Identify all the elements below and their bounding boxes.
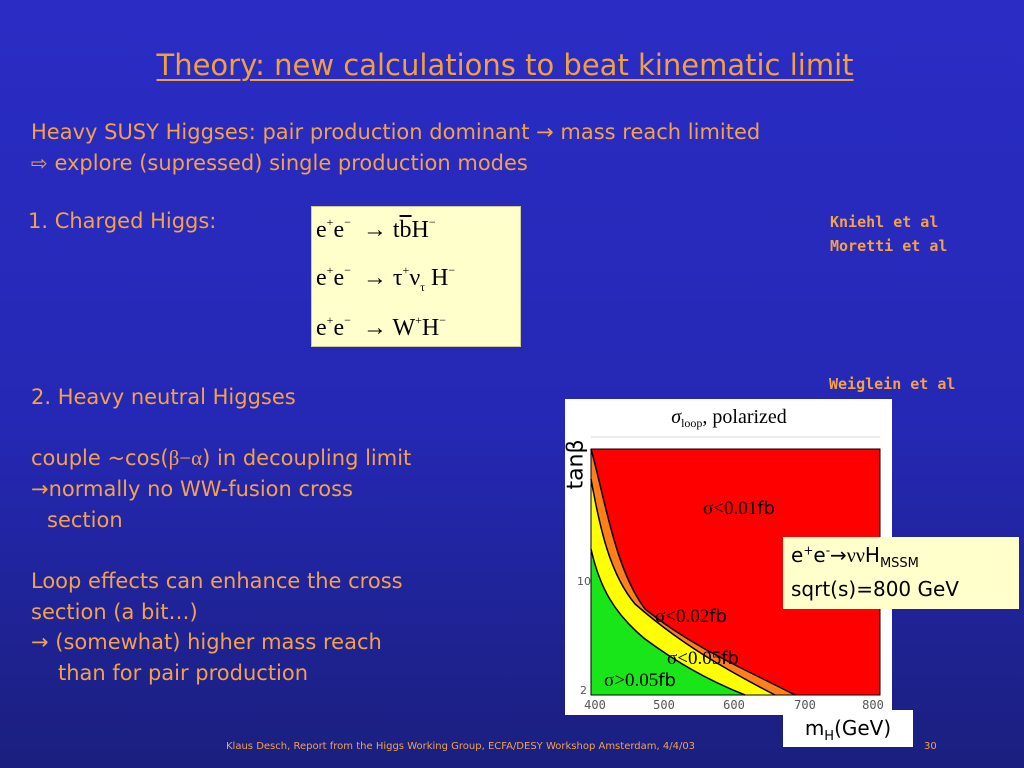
couple-line: couple ~cos(β−α) in decoupling limit	[31, 443, 411, 474]
contour-005	[590, 548, 746, 696]
region-label-002: σ<0.02fb	[655, 606, 727, 627]
loop-line-2: section (a bit…)	[31, 600, 198, 624]
region-green	[591, 549, 745, 695]
x-tick-600: 600	[723, 698, 745, 712]
page-number: 30	[924, 741, 937, 752]
slide-title: Theory: new calculations to beat kinemat…	[156, 48, 854, 82]
reference-kniehl: Kniehl et al	[830, 213, 939, 231]
couple-post: ) in decoupling limit	[202, 446, 412, 470]
formula-tau-nu-H: e+e− → τ+ντ H−	[316, 263, 456, 294]
loop-line-4: than for pair production	[58, 661, 309, 685]
x-tick-800: 800	[862, 698, 884, 712]
reference-weiglein: Weiglein et al	[829, 375, 956, 393]
x-tick-500: 500	[653, 698, 675, 712]
plot-title: σloop, polarized	[671, 406, 787, 430]
formula-WH: e+e− → W+H−	[316, 313, 446, 341]
region-label-gt005: σ>0.05fb	[604, 670, 676, 691]
y-tick-10: 10	[577, 575, 591, 588]
loop-line-3: → (somewhat) higher mass reach	[31, 630, 382, 654]
loop-line-1: Loop effects can enhance the cross	[31, 569, 403, 593]
charged-higgs-heading: 1. Charged Higgs:	[28, 209, 217, 233]
intro-line-2: ⇨ explore (supressed) single production …	[31, 148, 528, 179]
ww-fusion-line-1: →normally no WW-fusion cross	[31, 477, 353, 501]
contour-002	[590, 478, 776, 696]
y-axis-label: tanβ	[563, 439, 589, 490]
formula-tbH: e+e− → tbH−	[316, 215, 436, 243]
process-info-box: e+e-→ννHMSSM sqrt(s)=800 GeV	[783, 537, 1019, 609]
implies-arrow-icon: ⇨	[31, 151, 48, 175]
ww-fusion-line-2: section	[47, 508, 123, 532]
couple-pre: couple ~cos(	[31, 446, 169, 470]
intro-line-1: Heavy SUSY Higgses: pair production domi…	[31, 120, 761, 144]
intro-line-2-text: explore (supressed) single production mo…	[54, 151, 528, 175]
neutral-higgs-heading: 2. Heavy neutral Higgses	[31, 385, 296, 409]
contour-001	[590, 448, 796, 696]
reference-moretti: Moretti et al	[830, 237, 948, 255]
x-axis-label: mH(GeV)	[783, 710, 913, 747]
charged-higgs-formulas: e+e− → tbH− e+e− → τ+ντ H− e+e− → W+H−	[311, 206, 521, 347]
sqrt-s-label: sqrt(s)=800 GeV	[791, 577, 959, 601]
region-label-001: σ<0.01fb	[703, 498, 775, 519]
footer-citation: Klaus Desch, Report from the Higgs Worki…	[226, 741, 696, 752]
region-label-005: σ<0.05fb	[667, 648, 739, 669]
x-tick-700: 700	[794, 698, 816, 712]
y-tick-2: 2	[580, 684, 587, 697]
couple-greek: β−α	[168, 446, 203, 470]
x-tick-400: 400	[584, 698, 606, 712]
process-label: e+e-→ννHMSSM	[791, 543, 919, 571]
